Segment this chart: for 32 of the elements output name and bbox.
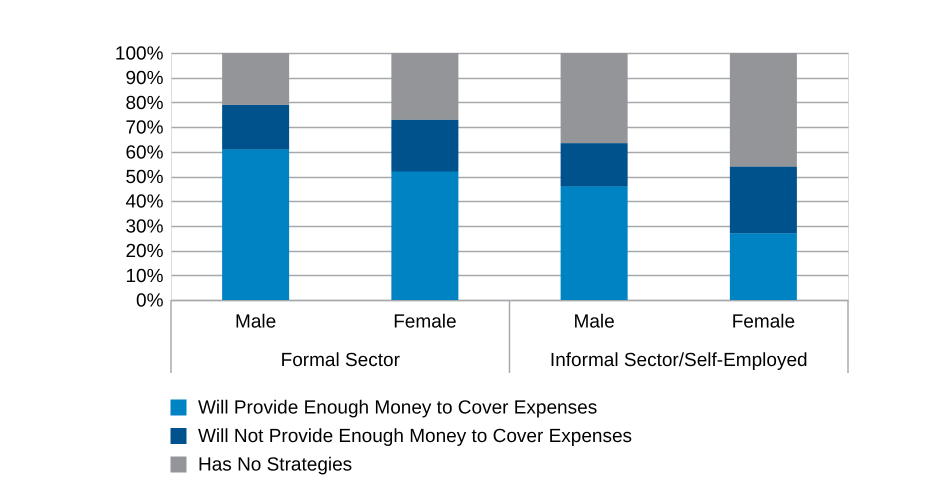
bar xyxy=(222,53,290,105)
legend-label: Will Provide Enough Money to Cover Expenses xyxy=(198,398,598,418)
y-tick-label: 90% xyxy=(125,68,164,90)
text: Formal Sector xyxy=(280,350,401,371)
bar xyxy=(560,143,628,186)
legend-label: Has No Strategies xyxy=(198,454,352,476)
bar xyxy=(222,149,290,300)
x-tick-label: Male xyxy=(235,312,276,332)
y-tick-label: 40% xyxy=(125,192,164,213)
bar xyxy=(560,186,628,300)
y-tick-label: 10% xyxy=(125,266,164,287)
bar xyxy=(391,172,458,300)
y-tick-label: 30% xyxy=(125,216,164,238)
y-tick-label: 80% xyxy=(125,92,164,114)
bar xyxy=(730,166,797,234)
bar xyxy=(391,120,458,172)
bar xyxy=(730,233,797,300)
legend-label: Will Not Provide Enough Money to Cover Expenses xyxy=(198,426,632,447)
x-tick-label: Male xyxy=(574,312,615,332)
bar xyxy=(222,104,290,150)
text: Informal Sector/Self-Employed xyxy=(550,350,808,371)
bar xyxy=(391,53,458,120)
y-tick-label: 100% xyxy=(114,44,164,64)
y-tick-label: 50% xyxy=(125,167,164,188)
y-tick-label: 20% xyxy=(125,241,164,262)
y-tick-label: 60% xyxy=(125,142,164,164)
bar xyxy=(560,53,628,144)
bar xyxy=(730,53,797,167)
y-tick-label: 0% xyxy=(136,290,164,312)
y-tick-label: 70% xyxy=(125,118,164,139)
x-tick-label: Female xyxy=(732,312,796,332)
x-tick-label: Female xyxy=(393,312,457,332)
